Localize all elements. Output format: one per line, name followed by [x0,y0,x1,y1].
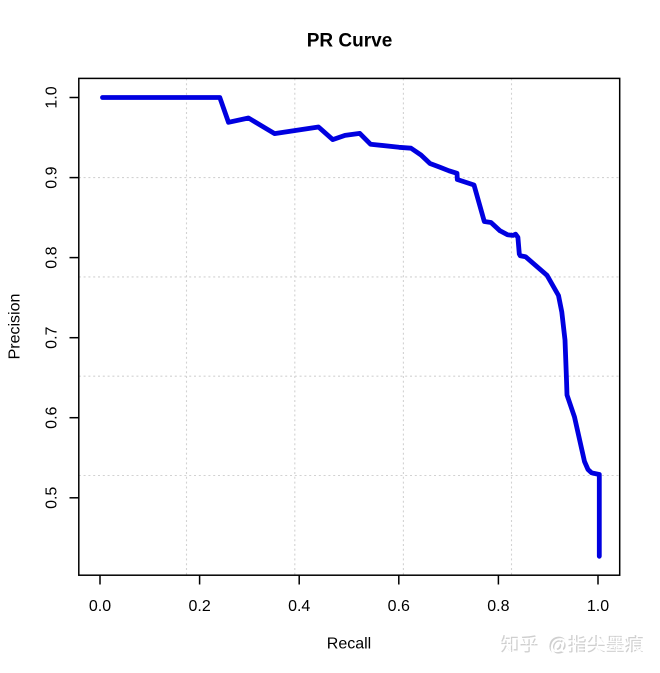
svg-text:@: @ [548,635,567,656]
svg-text:0.7: 0.7 [43,326,60,348]
svg-text:0.4: 0.4 [288,598,310,615]
svg-text:0.9: 0.9 [43,166,60,188]
svg-text:Precision: Precision [6,294,23,360]
svg-text:0.0: 0.0 [89,598,111,615]
svg-text:0.8: 0.8 [487,598,509,615]
svg-text:0.8: 0.8 [43,246,60,268]
svg-text:Recall: Recall [327,636,371,653]
svg-text:@: @ [550,636,569,657]
svg-text:0.2: 0.2 [188,598,210,615]
svg-text:PR Curve: PR Curve [307,31,393,52]
svg-text:0.6: 0.6 [388,598,410,615]
svg-text:0.6: 0.6 [43,406,60,428]
svg-text:0.5: 0.5 [43,487,60,509]
svg-text:1.0: 1.0 [43,86,60,108]
svg-text:1.0: 1.0 [587,598,609,615]
